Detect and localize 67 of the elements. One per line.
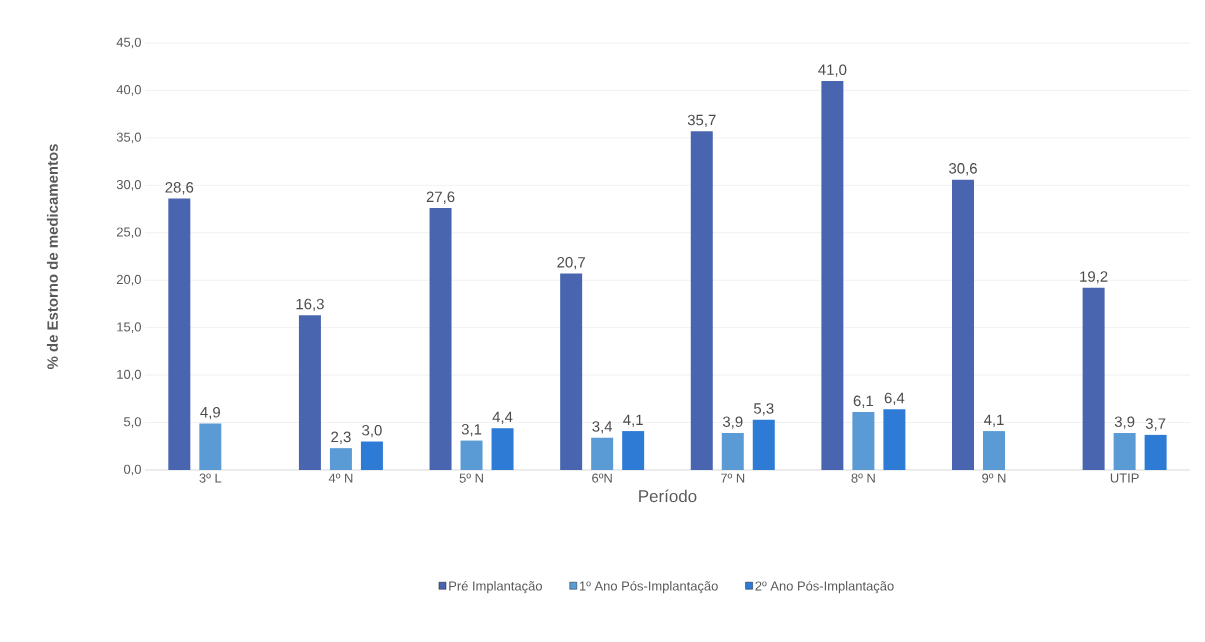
bar	[690, 131, 713, 470]
bar	[360, 441, 383, 470]
bar	[852, 412, 875, 470]
bar	[1113, 432, 1136, 470]
data-label: 35,7	[687, 114, 716, 128]
bar	[721, 432, 744, 470]
data-label: 4,4	[492, 411, 513, 425]
data-label: 2,3	[331, 431, 351, 444]
x-axis-title: Período	[639, 489, 697, 503]
data-label: 3,0	[362, 424, 382, 438]
data-label: 30,6	[949, 163, 977, 176]
data-label: 3,9	[1114, 416, 1135, 429]
legend-label: 1º Ano Pós-Implantação	[579, 580, 718, 594]
bar	[591, 437, 614, 470]
x-tick-label: 8º N	[851, 473, 875, 483]
bar	[329, 448, 352, 470]
data-label: 19,2	[1080, 271, 1108, 284]
y-axis-title: % de Estorno de medicamentos	[46, 144, 58, 370]
bar	[1144, 434, 1167, 470]
y-tick-label: 30,0	[116, 179, 141, 191]
legend-label: Pré Implantação	[449, 580, 542, 594]
bar	[983, 431, 1005, 470]
bar	[821, 80, 844, 470]
bar	[622, 431, 645, 470]
data-label: 41,0	[818, 64, 847, 77]
data-label: 3,9	[722, 416, 743, 429]
bar	[883, 409, 906, 470]
data-label: 27,6	[426, 191, 455, 204]
data-label: 5,3	[753, 403, 774, 416]
data-label: 3,1	[461, 424, 482, 437]
bar	[560, 273, 583, 470]
bar	[1082, 287, 1105, 470]
y-tick-label: 10,0	[117, 369, 141, 381]
y-tick-label: 45,0	[116, 37, 141, 49]
y-tick-label: 5,0	[124, 417, 141, 428]
bar	[168, 198, 191, 470]
data-label: 16,3	[296, 298, 324, 312]
x-tick-label: 3º L	[199, 473, 222, 483]
bar	[491, 428, 514, 470]
bar	[199, 423, 222, 470]
data-label: 3,4	[592, 421, 613, 434]
data-label: 6,1	[853, 395, 874, 408]
x-tick-label: UTIP	[1110, 473, 1139, 483]
y-tick-label: 25,0	[116, 227, 141, 239]
data-label: 6,4	[884, 392, 905, 406]
x-tick-label: 6ºN	[592, 473, 612, 483]
x-tick-label: 5º N	[459, 473, 483, 483]
data-label: 20,7	[557, 257, 585, 270]
data-label: 4,9	[200, 406, 220, 420]
bar	[429, 208, 452, 470]
data-label: 3,7	[1145, 418, 1166, 431]
y-tick-label: 15,0	[117, 322, 141, 333]
bar	[298, 315, 321, 470]
x-tick-label: 7º N	[721, 473, 745, 483]
x-tick-label: 4º N	[328, 473, 353, 483]
data-label: 28,6	[165, 182, 194, 195]
bar	[952, 179, 974, 470]
x-tick-label: 9º N	[982, 473, 1006, 483]
data-label: 4,1	[623, 414, 643, 427]
y-tick-label: 20,0	[116, 274, 141, 286]
y-tick-label: 35,0	[116, 132, 141, 144]
y-tick-label: 0,0	[123, 464, 141, 476]
bar	[752, 419, 775, 470]
y-tick-label: 40,0	[116, 85, 141, 96]
data-label: 4,1	[983, 414, 1004, 427]
legend-label: 2º Ano Pós-Implantação	[755, 580, 894, 594]
bar	[460, 440, 483, 470]
